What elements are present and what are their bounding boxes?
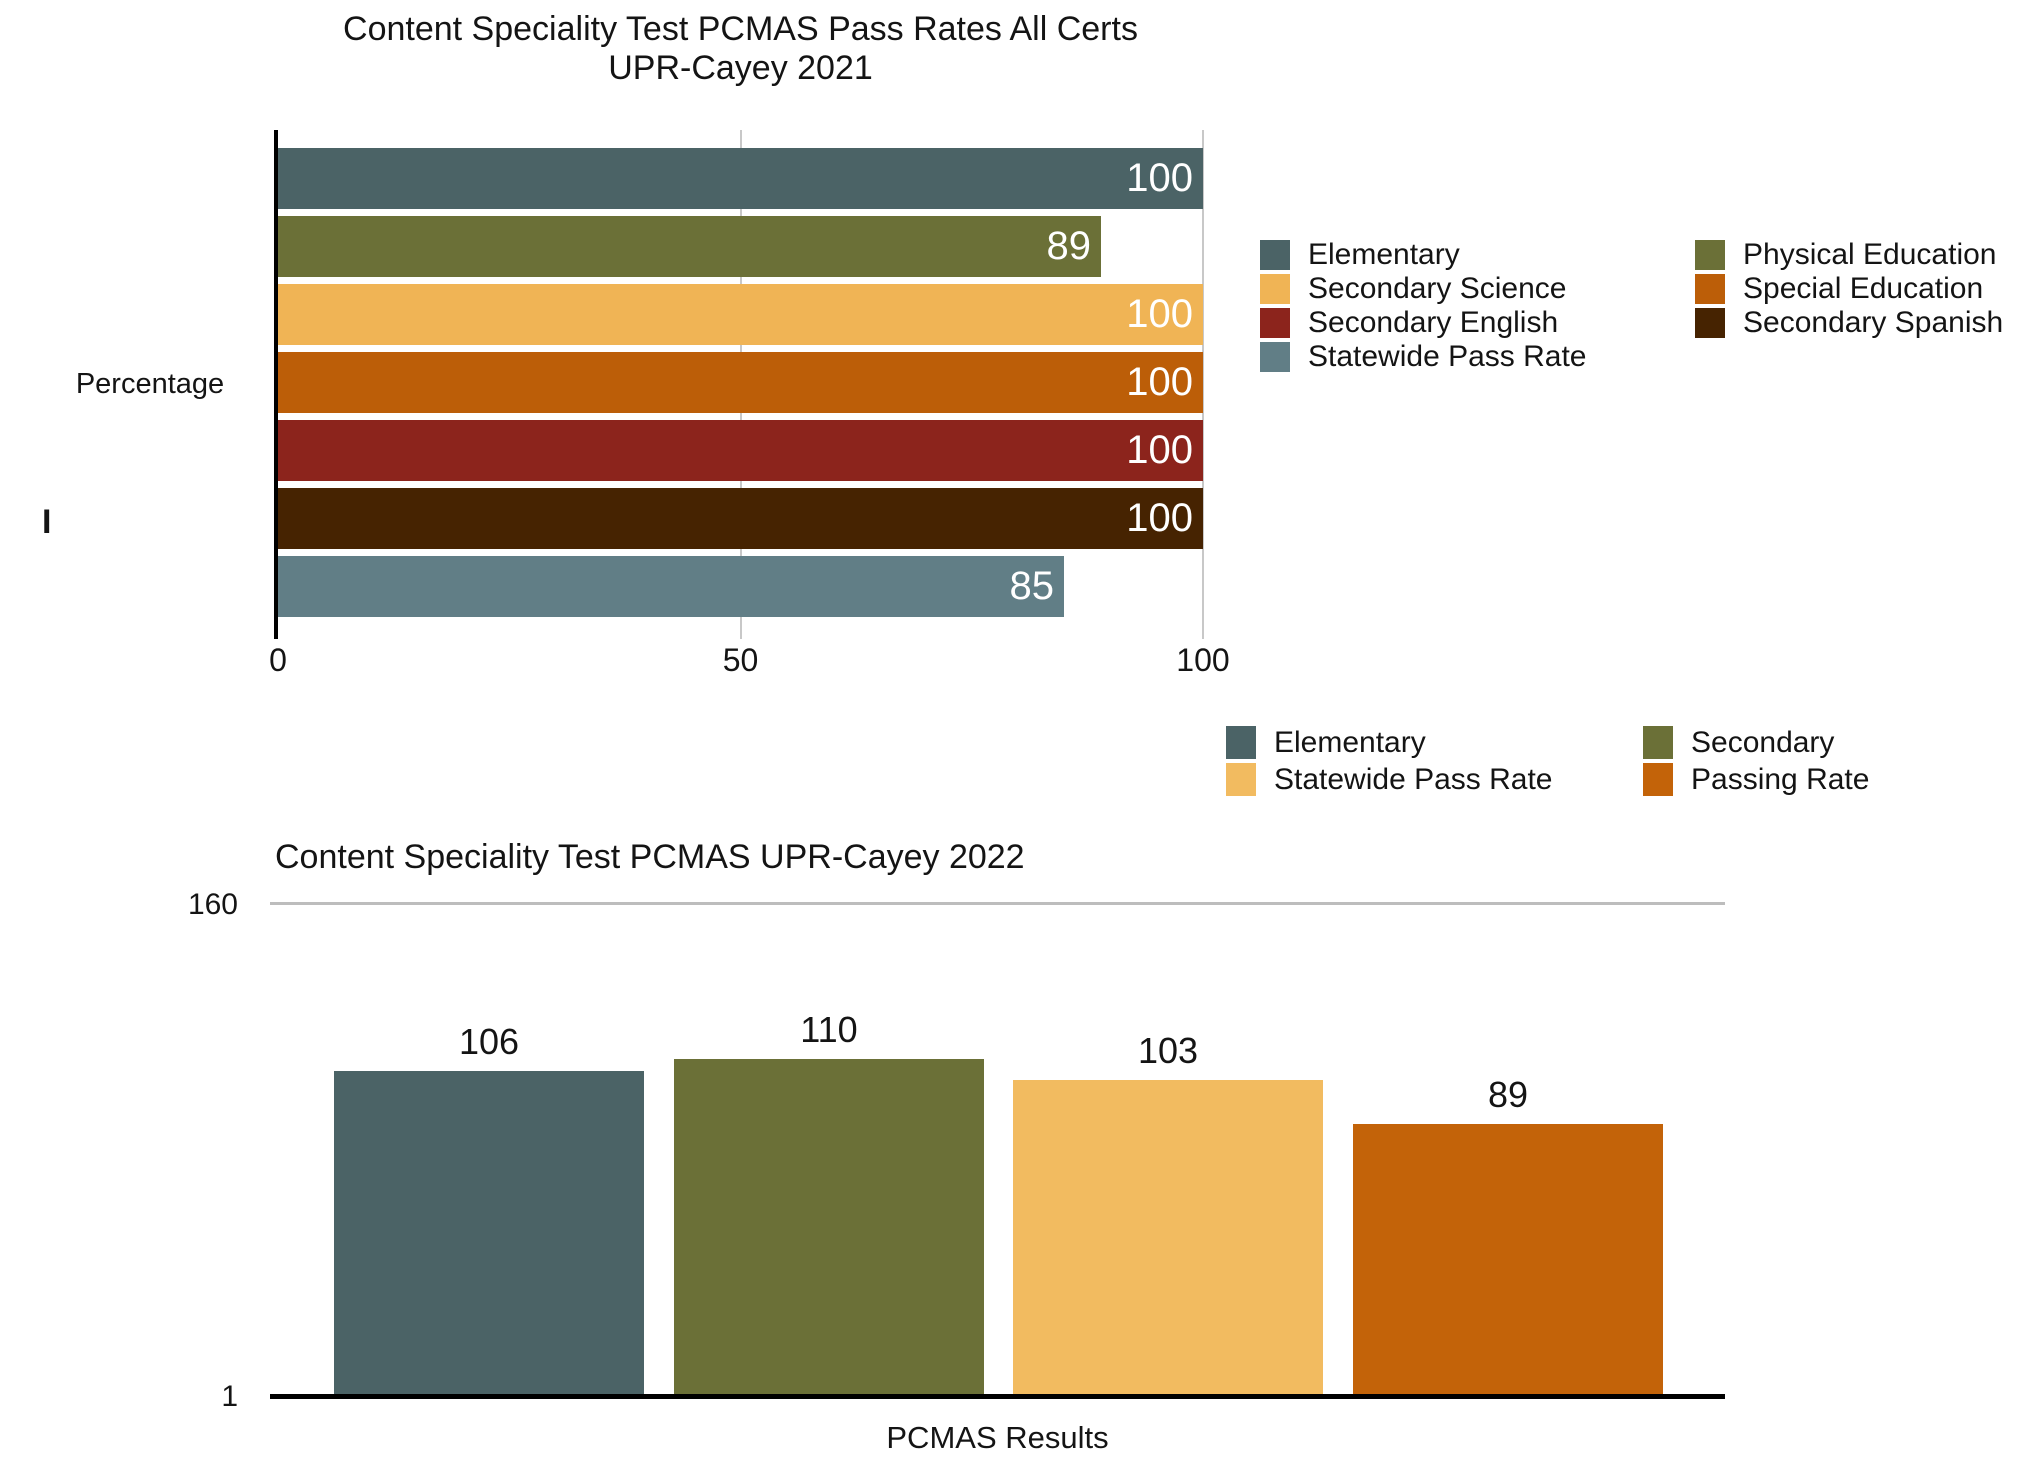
- bar: 100: [278, 352, 1203, 413]
- legend-item: Passing Rate: [1643, 763, 1869, 796]
- bar: [674, 1059, 984, 1396]
- bar-value-label: 100: [1126, 428, 1193, 472]
- bar: 85: [278, 556, 1064, 617]
- legend-swatch: [1695, 240, 1725, 270]
- legend-label: Secondary Science: [1308, 272, 1567, 305]
- legend-label: Statewide Pass Rate: [1308, 340, 1587, 373]
- bar-value-label: 106: [458, 1021, 520, 1062]
- y-tick-label-160: 160: [187, 888, 238, 921]
- legend-label: Physical Education: [1743, 238, 1997, 271]
- legend-label: Elementary: [1308, 238, 1460, 271]
- chart-2022-title: Content Speciality Test PCMAS UPR-Cayey …: [275, 838, 1025, 876]
- legend-swatch: [1643, 726, 1673, 759]
- legend-item: Special Education: [1695, 272, 2003, 305]
- legend-swatch: [1260, 342, 1290, 372]
- legend-label: Secondary English: [1308, 306, 1559, 339]
- legend-swatch: [1643, 763, 1673, 796]
- bar-value-label: 110: [800, 1009, 858, 1050]
- legend-column: Elementary Statewide Pass Rate: [1226, 726, 1552, 800]
- legend-item: Elementary: [1226, 726, 1552, 759]
- bar: 100: [278, 148, 1203, 209]
- bar-value-label: 100: [1126, 292, 1193, 336]
- legend-label: Special Education: [1743, 272, 1984, 305]
- bar-value-label: 100: [1126, 496, 1193, 540]
- legend-item: Elementary: [1260, 238, 1586, 271]
- x-tick-label-100: 100: [1176, 642, 1230, 678]
- y-axis-line: [274, 130, 278, 639]
- chart-2021-title: Content Speciality Test PCMAS Pass Rates…: [278, 10, 1203, 88]
- legend-swatch: [1695, 274, 1725, 304]
- legend-swatch: [1260, 240, 1290, 270]
- legend-swatch: [1260, 274, 1290, 304]
- chart-title-line-2: UPR-Cayey 2021: [608, 49, 873, 87]
- bar: 100: [278, 420, 1203, 481]
- legend-swatch: [1695, 308, 1725, 338]
- legend-item: Secondary Spanish: [1695, 306, 2004, 339]
- bar-value-label: 89: [1487, 1074, 1529, 1115]
- bar-value-label: 85: [1009, 564, 1055, 608]
- gridline-100: [1202, 130, 1204, 639]
- y-axis-label: Percentage: [75, 368, 225, 400]
- legend-item: Statewide Pass Rate: [1260, 340, 1587, 373]
- bar: [334, 1071, 644, 1396]
- plot-area-2021: 100 89 100 100 100 100 85: [274, 130, 1204, 639]
- legend-label: Secondary Spanish: [1743, 306, 2004, 339]
- legend-label: Elementary: [1274, 725, 1426, 759]
- legend-column: Secondary Passing Rate: [1643, 726, 1869, 800]
- legend-item: Secondary English: [1260, 306, 1586, 339]
- gridline-160: [270, 902, 1725, 905]
- stray-axis-glyph: I: [42, 503, 52, 541]
- bar: 89: [278, 216, 1101, 277]
- bar: [1013, 1080, 1323, 1396]
- chart-title-line-1: Content Speciality Test PCMAS Pass Rates…: [343, 10, 1138, 48]
- bar-value-label: 100: [1126, 360, 1193, 404]
- legend-item: Secondary Science: [1260, 272, 1586, 305]
- legend-swatch: [1226, 726, 1256, 759]
- legend-item: Statewide Pass Rate: [1226, 763, 1552, 796]
- bar: [1353, 1124, 1663, 1396]
- legend-column: Elementary Secondary Science Secondary Eng…: [1260, 238, 1587, 376]
- bar-value-label: 100: [1126, 156, 1193, 200]
- legend-item: Secondary: [1643, 726, 1869, 759]
- x-tick-label-0: 0: [269, 642, 287, 678]
- legend-swatch: [1226, 763, 1256, 796]
- legend-label: Secondary: [1691, 725, 1835, 759]
- bar-value-label: 89: [1046, 224, 1092, 268]
- x-tick-label-50: 50: [722, 642, 759, 678]
- bar: 100: [278, 284, 1203, 345]
- legend-label: Passing Rate: [1691, 762, 1870, 796]
- plot-area-2022: 106 110 103 89: [270, 904, 1725, 1396]
- x-axis-title: PCMAS Results: [886, 1420, 1109, 1455]
- bar: 100: [278, 488, 1203, 549]
- legend-item: Physical Education: [1695, 238, 2003, 271]
- legend-column: Physical Education Special Education Secon…: [1695, 238, 2004, 342]
- legend-swatch: [1260, 308, 1290, 338]
- x-axis-line: [270, 1394, 1725, 1399]
- legend-label: Statewide Pass Rate: [1274, 762, 1553, 796]
- bar-value-label: 103: [1137, 1030, 1199, 1071]
- y-tick-label-1: 1: [221, 1380, 238, 1413]
